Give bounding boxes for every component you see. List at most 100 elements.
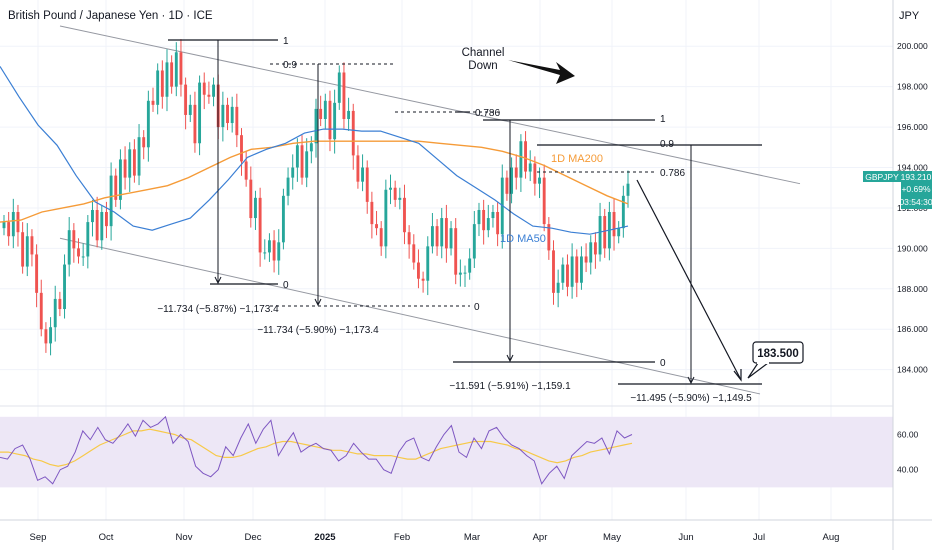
time-tick-label: 2025: [314, 532, 336, 543]
candle-down: [35, 254, 39, 293]
candle-up: [621, 195, 625, 229]
candle-up: [491, 211, 495, 219]
candle-down: [160, 70, 164, 97]
candle-down: [444, 218, 448, 249]
currency-label[interactable]: JPY: [899, 10, 920, 22]
candle-up: [188, 104, 192, 115]
candle-down: [184, 84, 188, 115]
candle-up: [347, 110, 351, 119]
candle-down: [351, 110, 355, 156]
candle-down: [7, 222, 11, 237]
candle-up: [538, 177, 541, 184]
badge-values-bg: [901, 171, 932, 209]
candle-up: [389, 187, 392, 190]
candle-up: [519, 141, 523, 178]
candle-down: [417, 262, 420, 279]
candle-down: [412, 244, 416, 263]
candle-down: [375, 224, 378, 229]
candlestick-series: [2, 39, 630, 356]
price-badge[interactable]: GBPJPY 193.210 +0.69% 03:54:30: [863, 171, 932, 209]
candle-down: [435, 226, 439, 247]
candle-down: [21, 232, 25, 267]
candle-up: [579, 256, 583, 283]
candle-down: [542, 177, 546, 225]
candle-up: [528, 163, 532, 172]
fib-label: 0.786: [475, 108, 500, 119]
candle-up: [398, 197, 402, 200]
candle-down: [356, 155, 360, 182]
candle-down: [496, 211, 500, 235]
candle-up: [561, 264, 565, 283]
candle-down: [142, 137, 146, 148]
candle-up: [11, 211, 15, 237]
candle-up: [81, 256, 85, 258]
candle-down: [547, 224, 551, 251]
rsi-band: [0, 416, 893, 488]
time-tick-label: Sep: [30, 532, 47, 543]
projection-arrowhead-icon: [733, 369, 742, 382]
candle-down: [421, 278, 425, 281]
price-tick-label: 194.000: [897, 163, 928, 173]
fib-label: 0: [660, 358, 666, 369]
symbol-title[interactable]: British Pound / Japanese Yen · 1D · ICE: [8, 10, 213, 22]
candle-up: [430, 226, 434, 247]
candle-up: [305, 151, 309, 178]
fib-label: 1: [283, 36, 289, 47]
candle-down: [114, 175, 118, 200]
fib-label: 0.9: [283, 60, 297, 71]
candle-up: [510, 167, 514, 194]
candle-down: [328, 100, 332, 140]
candle-up: [384, 189, 388, 247]
candle-up: [63, 264, 66, 310]
ma200-line: [0, 140, 629, 223]
badge-symbol: GBPJPY: [865, 172, 899, 182]
time-tick-label: Dec: [245, 532, 262, 543]
candle-up: [472, 224, 476, 259]
channel-upper-line: [59, 25, 801, 185]
candle-up: [626, 183, 630, 196]
candle-down: [105, 211, 108, 227]
candle-down: [300, 145, 304, 178]
candle-up: [25, 236, 29, 267]
candle-up: [109, 175, 113, 227]
fib-label: 0.9: [660, 139, 674, 150]
candle-up: [477, 209, 481, 225]
ma50-line: [0, 66, 629, 235]
candle-up: [589, 242, 593, 263]
candle-down: [482, 209, 486, 231]
candle-down: [179, 52, 183, 85]
candle-down: [170, 62, 174, 87]
candle-down: [272, 240, 276, 261]
rsi-tick-label: 60.00: [897, 429, 919, 439]
measure-label: −11.734 (−5.87%) −1,173.4: [157, 304, 279, 315]
candle-down: [407, 232, 411, 245]
candle-up: [556, 282, 560, 293]
badge-symbol-bg: [863, 171, 901, 182]
candle-down: [603, 216, 607, 249]
candle-down: [226, 104, 229, 124]
candle-down: [379, 228, 383, 247]
candle-up: [449, 228, 453, 249]
time-tick-label: Mar: [464, 532, 480, 543]
candle-down: [393, 187, 397, 200]
candle-up: [617, 228, 621, 237]
candle-up: [118, 159, 122, 200]
candle-down: [524, 141, 527, 172]
candle-up: [333, 102, 337, 140]
projection-line: [636, 179, 741, 379]
candle-down: [454, 228, 458, 275]
measure-label: −11.495 (−5.90%) −1,149.5: [630, 393, 752, 404]
candle-up: [146, 100, 150, 148]
ma200-label: 1D MA200: [551, 153, 603, 165]
candle-up: [570, 256, 574, 287]
measure-label: −11.591 (−5.91%) −1,159.1: [449, 381, 571, 392]
time-tick-label: May: [603, 532, 621, 543]
channel-lower-line: [59, 237, 761, 395]
candle-up: [295, 145, 299, 168]
price-tick-label: 188.000: [897, 284, 928, 294]
candle-up: [286, 177, 290, 196]
rsi-tick-label: 40.00: [897, 465, 919, 475]
candle-down: [533, 163, 537, 184]
